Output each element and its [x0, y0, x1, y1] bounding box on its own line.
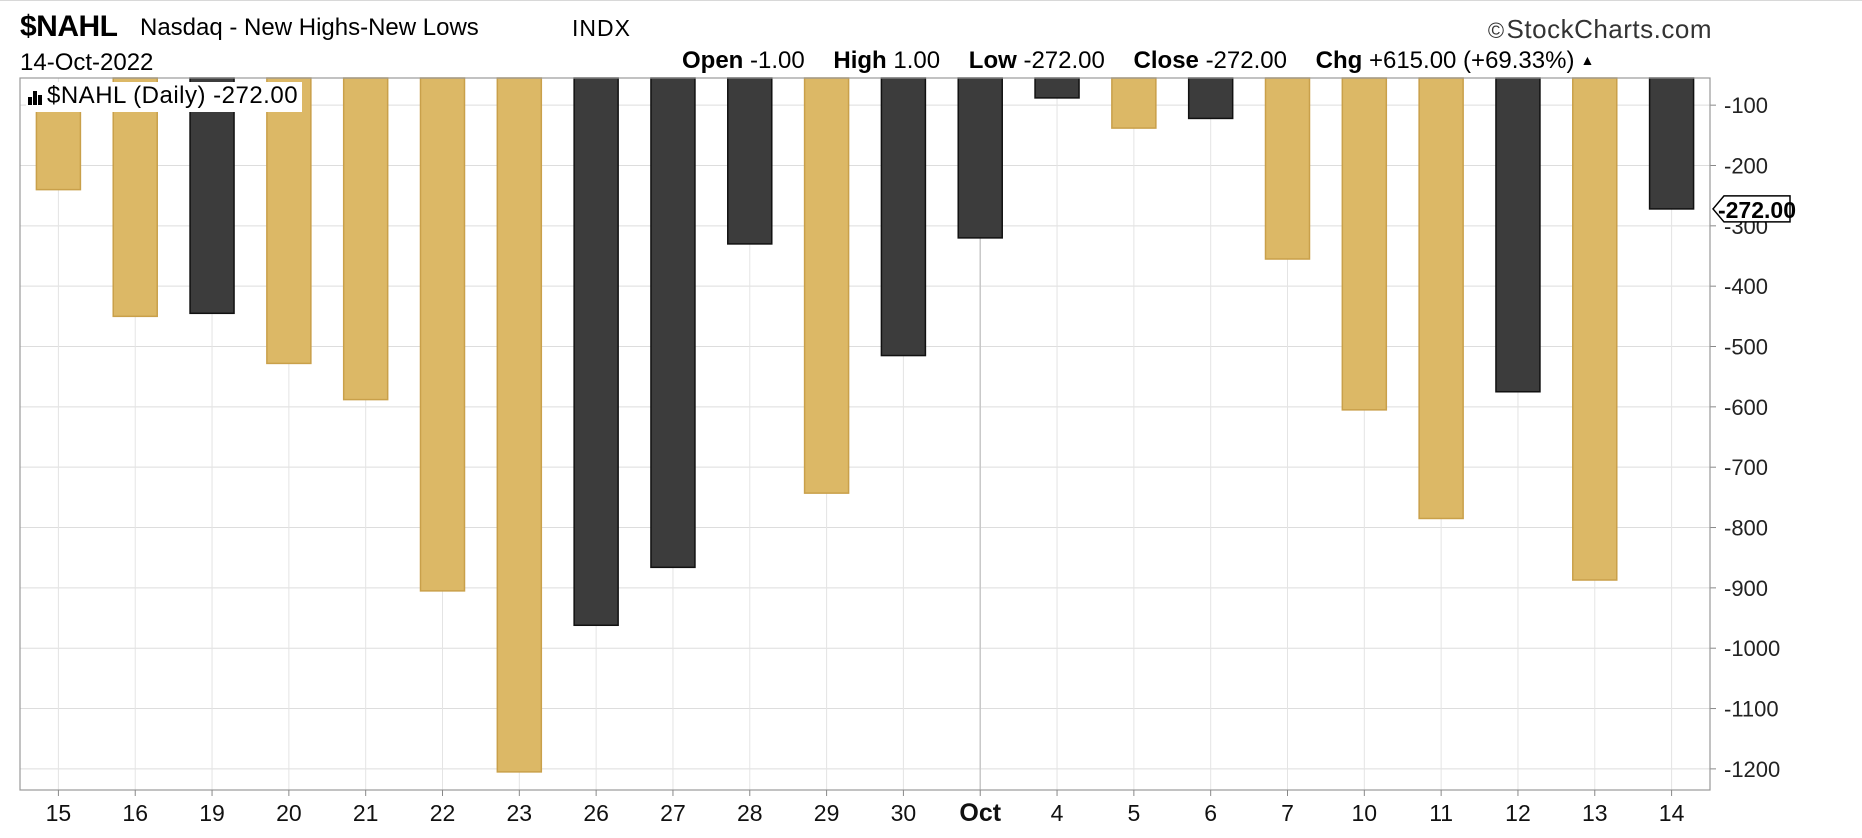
- top-border: [0, 0, 1862, 1]
- x-tick-label: 23: [507, 800, 533, 826]
- x-tick-label: 30: [891, 800, 917, 826]
- chart-bars: [35, 77, 1695, 773]
- x-tick-label: 26: [583, 800, 609, 826]
- close-value: -272.00: [1205, 47, 1287, 74]
- y-tick-label: -600: [1724, 395, 1768, 420]
- y-tick-label: -700: [1724, 455, 1768, 480]
- data-bar: [1034, 77, 1080, 99]
- y-tick-label: -1100: [1724, 697, 1779, 722]
- data-bar: [1187, 77, 1234, 120]
- data-bar: [1418, 77, 1464, 520]
- y-tick-label: -400: [1724, 274, 1768, 299]
- x-tick-label: 4: [1051, 800, 1064, 826]
- open-label: Open: [682, 47, 744, 74]
- index-name: Nasdaq - New Highs-New Lows: [140, 14, 479, 41]
- ohlc-readout: Open -1.00 High 1.00 Low -272.00 Close -…: [682, 47, 1594, 75]
- data-bar: [650, 77, 696, 569]
- chg-label: Chg: [1315, 47, 1363, 74]
- high-label: High: [833, 47, 887, 74]
- x-tick-label: 5: [1127, 800, 1140, 826]
- chart-axes: -100-200-300-400-500-600-700-800-900-100…: [19, 77, 1796, 827]
- data-bar: [112, 77, 158, 318]
- low-label: Low: [968, 47, 1017, 74]
- x-tick-label: 14: [1659, 800, 1685, 826]
- x-tick-label: 21: [353, 800, 379, 826]
- data-bar: [957, 77, 1003, 239]
- low-value: -272.00: [1023, 47, 1105, 74]
- data-bar: [266, 77, 312, 365]
- open-value: -1.00: [750, 47, 805, 74]
- legend-text: $NAHL (Daily) -272.00: [47, 82, 299, 109]
- chart-date: 14-Oct-2022: [20, 49, 154, 76]
- x-tick-label: 6: [1204, 800, 1217, 826]
- data-bar: [727, 77, 773, 245]
- y-tick-label: -1000: [1724, 636, 1780, 661]
- data-bar: [803, 77, 850, 494]
- chart-legend: $NAHL (Daily) -272.00: [26, 82, 303, 112]
- x-tick-label: 7: [1281, 800, 1294, 826]
- data-bar: [880, 77, 927, 357]
- data-bar: [1495, 77, 1541, 393]
- last-value-label: -272.00: [1718, 197, 1796, 223]
- x-tick-label: 19: [199, 800, 225, 826]
- data-bar: [342, 77, 389, 401]
- y-tick-label: -800: [1724, 516, 1768, 541]
- data-bar: [35, 110, 82, 191]
- high-value: 1.00: [893, 47, 941, 74]
- up-triangle-icon: ▲: [1580, 52, 1595, 68]
- data-bar: [496, 77, 543, 773]
- data-bar: [1111, 77, 1157, 129]
- data-bar: [189, 77, 235, 315]
- close-label: Close: [1133, 47, 1199, 74]
- last-value-box: [1712, 195, 1791, 223]
- data-bar: [1264, 77, 1311, 260]
- plot-frame: [19, 77, 1711, 791]
- brand-watermark[interactable]: ©StockCharts.com: [1488, 14, 1712, 45]
- last-value-callout: -272.00: [1712, 195, 1796, 223]
- ticker-symbol: $NAHL: [20, 10, 118, 43]
- y-tick-label: -200: [1724, 153, 1768, 178]
- x-tick-label: 16: [122, 800, 148, 826]
- y-tick-label: -1200: [1724, 757, 1780, 782]
- y-tick-label: -500: [1724, 335, 1768, 360]
- exchange-label: INDX: [572, 15, 631, 41]
- x-tick-label: 27: [660, 800, 686, 826]
- data-bar: [573, 77, 619, 627]
- x-tick-label: Oct: [959, 799, 1001, 827]
- chg-value: +615.00 (+69.33%): [1368, 47, 1575, 74]
- y-tick-label: -900: [1724, 576, 1768, 601]
- data-bar: [1648, 77, 1695, 210]
- copyright-icon: ©: [1487, 18, 1505, 43]
- x-tick-label: 13: [1582, 800, 1608, 826]
- x-tick-label: 15: [46, 800, 72, 826]
- y-tick-label: -100: [1724, 93, 1768, 118]
- data-bar: [1341, 77, 1388, 411]
- x-tick-label: 11: [1429, 800, 1453, 826]
- x-tick-label: 22: [430, 800, 456, 826]
- x-tick-label: 29: [814, 800, 840, 826]
- bar-chart-icon: [28, 84, 43, 112]
- x-tick-label: 28: [737, 800, 763, 826]
- brand-text: StockCharts.com: [1506, 14, 1712, 44]
- x-tick-label: 12: [1505, 800, 1531, 826]
- x-tick-label: 20: [276, 800, 302, 826]
- data-bar: [1572, 77, 1618, 581]
- data-bar: [419, 77, 466, 592]
- x-tick-label: 10: [1352, 800, 1378, 826]
